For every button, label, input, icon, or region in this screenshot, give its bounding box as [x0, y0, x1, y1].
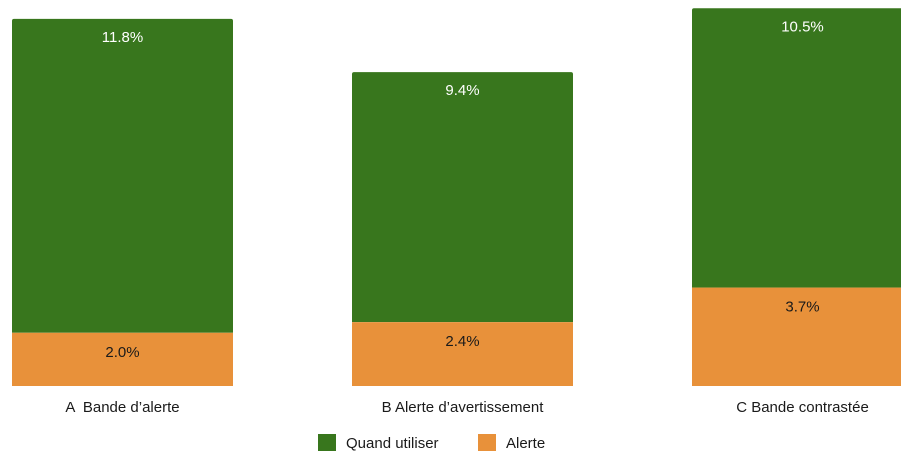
legend-label-alerte: Alerte	[506, 435, 545, 451]
legend-swatch-quand-utiliser	[318, 434, 336, 451]
category-label-c-bande-contrastee: C Bande contrastée	[736, 399, 869, 416]
legend-swatch-alerte	[478, 434, 496, 451]
data-label-quand-utiliser-1: 11.8%	[102, 29, 143, 46]
category-labels-layer: A Bande d’alerte B Alerte d’avertissement…	[65, 399, 868, 416]
bar-alerte-3	[692, 287, 901, 386]
data-label-alerte-3: 3.7%	[785, 299, 819, 316]
bar-alerte-1	[12, 332, 233, 386]
data-labels-layer: 11.8% 2.0% 9.4% 2.4% 10.5% 3.7%	[102, 18, 824, 361]
data-label-quand-utiliser-3: 10.5%	[781, 18, 824, 35]
data-label-alerte-2: 2.4%	[445, 333, 479, 350]
bar-alerte-2	[352, 322, 573, 386]
bars-layer	[12, 8, 901, 386]
data-label-alerte-1: 2.0%	[105, 344, 139, 361]
legend-label-quand-utiliser: Quand utiliser	[346, 435, 439, 451]
category-label-a-bande-d-alerte: A Bande d’alerte	[65, 399, 179, 416]
bar-quand-utiliser-1	[12, 18, 233, 333]
bar-quand-utiliser-2	[352, 72, 573, 323]
category-label-b-alerte-d-avertissement: B Alerte d’avertissement	[382, 399, 545, 416]
data-label-quand-utiliser-2: 9.4%	[445, 82, 479, 99]
legend: Quand utiliser Alerte	[318, 434, 545, 451]
bar-quand-utiliser-3	[692, 8, 901, 288]
